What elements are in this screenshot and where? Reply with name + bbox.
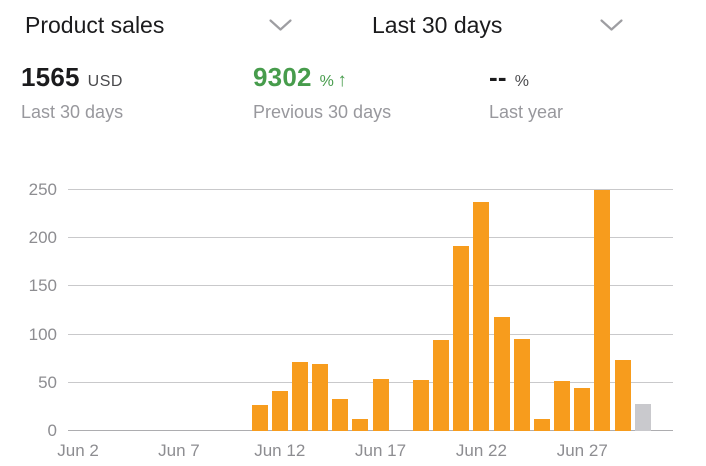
range-selector[interactable]: Last 30 days bbox=[372, 10, 624, 40]
bar-jun-12[interactable] bbox=[271, 391, 288, 431]
grid-line bbox=[68, 189, 673, 190]
y-tick-label: 0 bbox=[47, 421, 57, 440]
bar-chart-plot bbox=[68, 189, 673, 431]
metric-vs-previous: 9302 % ↑ Previous 30 days bbox=[253, 62, 391, 123]
bar-jun-17[interactable] bbox=[372, 379, 389, 431]
x-tick-label: Jun 2 bbox=[57, 441, 99, 460]
current-period-value: 1565 bbox=[21, 62, 80, 92]
bar-jun-26[interactable] bbox=[554, 381, 571, 431]
bar-jun-25[interactable] bbox=[533, 419, 550, 431]
y-axis-labels: 0 50 100 150 200 250 bbox=[0, 180, 57, 440]
chevron-down-icon[interactable] bbox=[599, 18, 624, 32]
grid-line bbox=[68, 285, 673, 287]
last-year-caption: Last year bbox=[489, 102, 564, 122]
x-tick-label: Jun 7 bbox=[158, 441, 200, 460]
chevron-down-icon[interactable] bbox=[268, 18, 293, 32]
bar-jun-13[interactable] bbox=[291, 362, 308, 431]
x-tick-label: Jun 12 bbox=[254, 441, 306, 460]
last-year-value: -- bbox=[489, 62, 507, 92]
up-arrow-icon: ↑ bbox=[337, 70, 348, 91]
y-tick-label: 100 bbox=[28, 324, 57, 344]
bar-jun-20[interactable] bbox=[433, 340, 450, 431]
x-axis-line bbox=[68, 430, 673, 431]
x-tick-label: Jun 17 bbox=[355, 441, 407, 460]
metric-selector[interactable]: Product sales bbox=[25, 10, 293, 40]
bar-jun-28[interactable] bbox=[594, 190, 611, 431]
bar-jun-29[interactable] bbox=[614, 360, 631, 431]
y-tick-label: 50 bbox=[38, 372, 57, 392]
bar-jun-14[interactable] bbox=[312, 364, 329, 431]
y-tick-label: 250 bbox=[28, 180, 57, 199]
comparison-caption: Previous 30 days bbox=[253, 102, 392, 122]
bar-jun-27[interactable] bbox=[574, 388, 591, 431]
comparison-unit: % bbox=[319, 73, 335, 90]
bar-jun-19[interactable] bbox=[412, 380, 429, 431]
bar-jun-11[interactable] bbox=[251, 405, 268, 431]
last-year-unit: % bbox=[514, 73, 530, 90]
x-axis-labels: Jun 2 Jun 7 Jun 12 Jun 17 Jun 22 Jun 27 bbox=[0, 441, 706, 463]
bar-jun-24[interactable] bbox=[513, 339, 530, 431]
grid-line bbox=[68, 237, 673, 239]
bar-jun-16[interactable] bbox=[352, 419, 369, 431]
current-period-caption: Last 30 days bbox=[21, 102, 124, 122]
comparison-value: 9302 bbox=[253, 62, 312, 92]
range-selector-label: Last 30 days bbox=[372, 12, 503, 38]
bar-jun-21[interactable] bbox=[453, 246, 470, 431]
grid-line bbox=[68, 333, 673, 335]
metric-last-year: -- % Last year bbox=[489, 62, 563, 123]
metric-current-period: 1565 USD Last 30 days bbox=[21, 62, 123, 123]
y-tick-label: 200 bbox=[28, 228, 57, 248]
current-period-unit: USD bbox=[87, 73, 123, 90]
y-tick-label: 150 bbox=[28, 276, 57, 296]
bar-jun-15[interactable] bbox=[332, 399, 349, 431]
x-tick-label: Jun 22 bbox=[455, 441, 507, 460]
bar-jun-23[interactable] bbox=[493, 317, 510, 431]
x-tick-label: Jun 27 bbox=[556, 441, 608, 460]
bar-jun-22[interactable] bbox=[473, 202, 490, 431]
bar-jun-30[interactable] bbox=[634, 404, 651, 431]
grid-line bbox=[68, 381, 673, 383]
metric-selector-label: Product sales bbox=[25, 12, 165, 38]
